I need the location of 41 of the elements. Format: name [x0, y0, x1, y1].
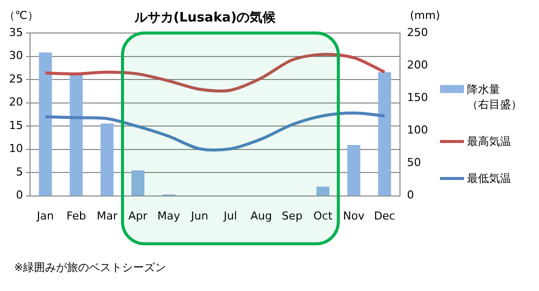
legend-label: 最高気温	[467, 134, 512, 149]
x-tick-label: Mar	[96, 209, 118, 222]
bar	[70, 74, 83, 196]
x-tick-label: Jul	[222, 209, 238, 222]
y2-tick-label: 50	[407, 156, 422, 170]
y2-tick-label: 0	[407, 188, 414, 202]
y-axis-title: （℃）	[4, 8, 38, 22]
chart-title: ルサカ(Lusaka)の気候	[133, 10, 277, 26]
x-tick-label: Feb	[66, 209, 86, 222]
y-tick-label: 5	[16, 165, 23, 178]
y-tick-label: 15	[8, 118, 23, 132]
y2-axis-title: (mm)	[410, 8, 440, 22]
y-tick-label: 10	[8, 142, 23, 156]
x-tick-label: Jun	[190, 209, 208, 222]
bar	[38, 52, 52, 196]
x-tick-label: Aug	[250, 209, 272, 222]
y2-tick-label: 100	[407, 124, 428, 137]
x-tick-label: Nov	[343, 209, 365, 222]
bar	[100, 124, 114, 196]
x-tick-label: Sep	[282, 209, 302, 222]
x-tick-label: May	[157, 209, 181, 222]
x-tick-label: Oct	[313, 209, 334, 222]
bar	[347, 145, 360, 196]
line-series	[44, 52, 386, 92]
y2-tick-label: 200	[407, 58, 428, 72]
text: ※緑囲みが旅のベストシーズン	[14, 260, 166, 274]
y-tick-label: 0	[16, 188, 23, 202]
legend-label: 最低気温	[467, 171, 512, 186]
y-tick-label: 30	[8, 49, 23, 62]
bar	[131, 170, 144, 196]
x-tick-label: Jan	[36, 209, 54, 222]
y-tick-label: 35	[8, 26, 23, 39]
y2-tick-label: 150	[407, 90, 428, 104]
y-tick-label: 20	[8, 96, 23, 109]
x-tick-label: Dec	[374, 209, 396, 222]
x-tick-label: Apr	[128, 209, 148, 222]
y2-tick-label: 250	[407, 26, 428, 39]
y-tick-label: 25	[8, 72, 23, 86]
bar	[316, 186, 330, 196]
bar	[378, 72, 392, 196]
legend-label: 降水量（右目盛）	[467, 82, 523, 112]
